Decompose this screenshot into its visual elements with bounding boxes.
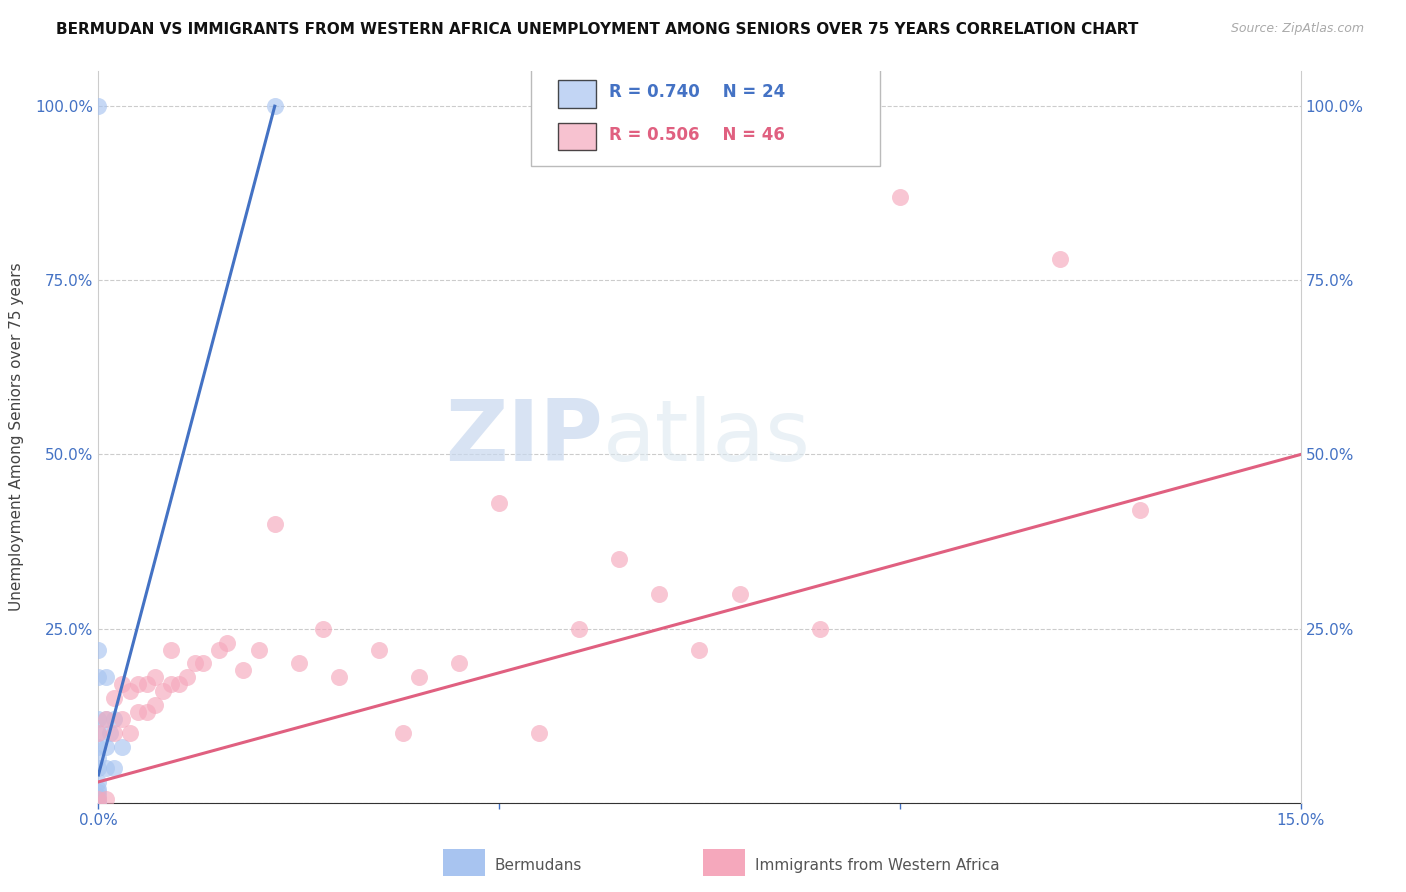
- Point: [263, 99, 285, 113]
- Point: [120, 684, 142, 698]
- Point: [87, 761, 110, 775]
- Point: [135, 705, 157, 719]
- Point: [87, 740, 110, 755]
- Point: [159, 677, 181, 691]
- Point: [111, 712, 134, 726]
- Point: [808, 622, 831, 636]
- Point: [215, 635, 238, 649]
- Point: [728, 587, 751, 601]
- Point: [152, 684, 174, 698]
- Point: [488, 496, 510, 510]
- Point: [408, 670, 430, 684]
- Point: [159, 642, 181, 657]
- Point: [135, 677, 157, 691]
- Point: [247, 642, 270, 657]
- Text: BERMUDAN VS IMMIGRANTS FROM WESTERN AFRICA UNEMPLOYMENT AMONG SENIORS OVER 75 YE: BERMUDAN VS IMMIGRANTS FROM WESTERN AFRI…: [56, 22, 1139, 37]
- Point: [96, 670, 118, 684]
- Point: [87, 712, 110, 726]
- Point: [87, 789, 110, 803]
- Point: [120, 726, 142, 740]
- Point: [87, 796, 110, 810]
- Point: [288, 657, 311, 671]
- Point: [87, 726, 110, 740]
- Point: [176, 670, 198, 684]
- Point: [87, 792, 110, 806]
- Point: [143, 698, 166, 713]
- Point: [96, 712, 118, 726]
- Y-axis label: Unemployment Among Seniors over 75 years: Unemployment Among Seniors over 75 years: [10, 263, 24, 611]
- Point: [689, 642, 711, 657]
- Point: [368, 642, 391, 657]
- Point: [103, 691, 125, 706]
- Point: [87, 785, 110, 799]
- Point: [96, 761, 118, 775]
- Point: [1049, 252, 1071, 267]
- Point: [87, 796, 110, 810]
- Point: [111, 677, 134, 691]
- Point: [328, 670, 350, 684]
- Point: [232, 664, 254, 678]
- FancyBboxPatch shape: [558, 122, 596, 151]
- Text: Bermudans: Bermudans: [495, 858, 582, 872]
- Point: [103, 712, 125, 726]
- Point: [96, 792, 118, 806]
- Text: atlas: atlas: [603, 395, 811, 479]
- Point: [87, 781, 110, 796]
- Point: [529, 726, 551, 740]
- Point: [392, 726, 415, 740]
- Point: [87, 775, 110, 789]
- Point: [87, 750, 110, 764]
- Point: [87, 670, 110, 684]
- Text: ZIP: ZIP: [446, 395, 603, 479]
- Point: [100, 726, 122, 740]
- Point: [143, 670, 166, 684]
- Point: [889, 190, 911, 204]
- Point: [648, 587, 671, 601]
- Point: [128, 677, 150, 691]
- Point: [87, 726, 110, 740]
- Point: [103, 726, 125, 740]
- Point: [183, 657, 205, 671]
- Point: [128, 705, 150, 719]
- Point: [96, 740, 118, 755]
- Point: [96, 712, 118, 726]
- Point: [568, 622, 591, 636]
- Point: [312, 622, 335, 636]
- Point: [609, 552, 631, 566]
- Point: [87, 99, 110, 113]
- Text: R = 0.740    N = 24: R = 0.740 N = 24: [609, 83, 786, 101]
- Text: Source: ZipAtlas.com: Source: ZipAtlas.com: [1230, 22, 1364, 36]
- Point: [167, 677, 190, 691]
- Point: [87, 792, 110, 806]
- Text: R = 0.506    N = 46: R = 0.506 N = 46: [609, 126, 785, 144]
- Point: [208, 642, 231, 657]
- Point: [263, 517, 285, 532]
- Point: [191, 657, 214, 671]
- Point: [103, 761, 125, 775]
- Point: [1129, 503, 1152, 517]
- Point: [447, 657, 470, 671]
- FancyBboxPatch shape: [531, 64, 880, 167]
- Point: [111, 740, 134, 755]
- Text: Immigrants from Western Africa: Immigrants from Western Africa: [755, 858, 1000, 872]
- Point: [87, 642, 110, 657]
- FancyBboxPatch shape: [558, 80, 596, 108]
